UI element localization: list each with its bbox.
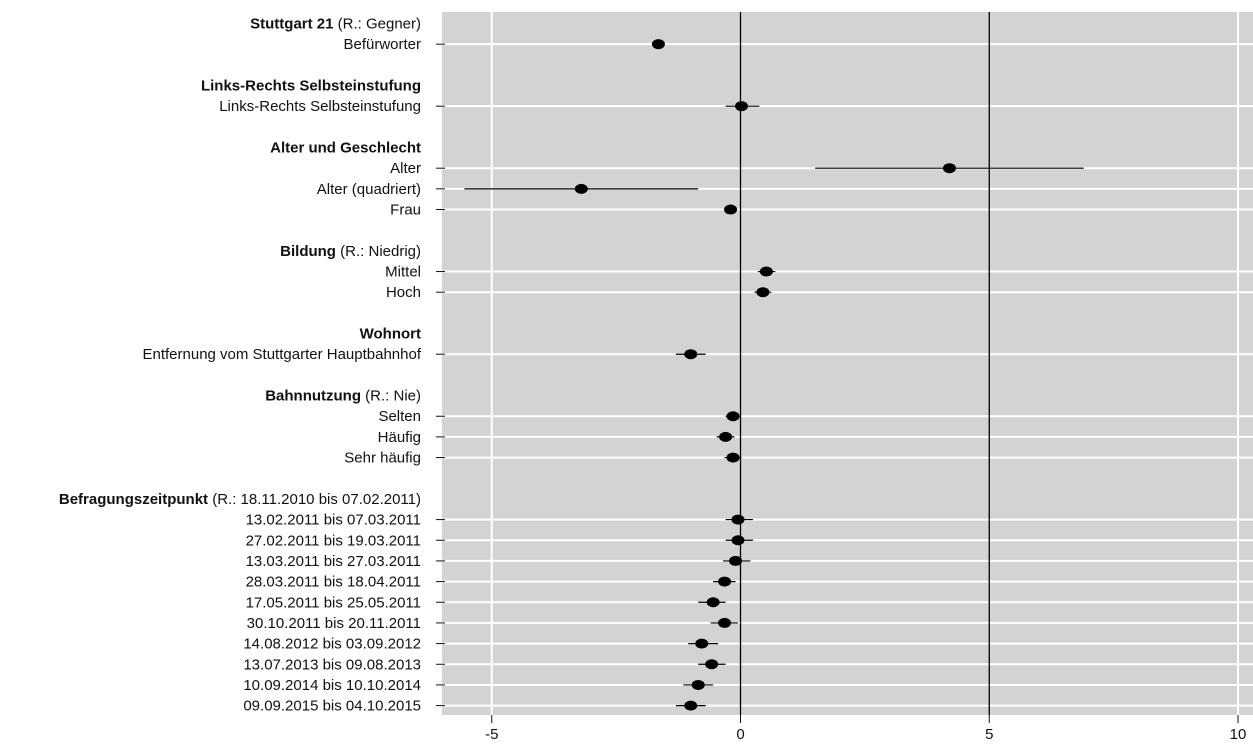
x-tick-label--5: -5 xyxy=(485,726,498,743)
group-header-bold: Bildung xyxy=(280,243,336,260)
point-estimate-6-5 xyxy=(718,617,732,628)
row-label-0-0: Befürworter xyxy=(343,36,421,53)
point-estimate-2-2 xyxy=(724,204,738,215)
point-estimate-1-0 xyxy=(734,101,748,112)
row-label-6-6: 14.08.2012 bis 03.09.2012 xyxy=(243,636,421,653)
point-estimate-5-0 xyxy=(726,411,740,422)
row-label-6-0: 13.02.2011 bis 07.03.2011 xyxy=(246,512,421,529)
row-label-2-1: Alter (quadriert) xyxy=(317,181,421,198)
group-header-5: Bahnnutzung (R.: Nie) xyxy=(265,388,421,405)
group-header-bold: Links-Rechts Selbsteinstufung xyxy=(201,78,421,95)
group-header-2: Alter und Geschlecht xyxy=(270,140,421,157)
group-header-note: (R.: Nie) xyxy=(361,388,421,405)
group-header-note: (R.: Gegner) xyxy=(333,16,421,33)
row-label-1-0: Links-Rechts Selbsteinstufung xyxy=(219,98,421,115)
point-estimate-5-1 xyxy=(719,431,733,442)
x-tick-label-5: 5 xyxy=(985,726,993,743)
group-header-note: (R.: 18.11.2010 bis 07.02.2011) xyxy=(208,491,421,508)
row-label-3-0: Mittel xyxy=(385,264,421,281)
point-estimate-6-9 xyxy=(684,700,698,711)
point-estimate-6-3 xyxy=(718,576,732,587)
point-estimate-6-0 xyxy=(731,514,745,525)
row-label-6-8: 10.09.2014 bis 10.10.2014 xyxy=(243,677,421,694)
point-estimate-6-7 xyxy=(705,659,719,670)
group-header-note: (R.: Niedrig) xyxy=(336,243,421,260)
group-header-3: Bildung (R.: Niedrig) xyxy=(280,243,421,260)
group-header-bold: Alter und Geschlecht xyxy=(270,140,421,157)
group-header-bold: Stuttgart 21 xyxy=(250,16,333,33)
row-label-6-1: 27.02.2011 bis 19.03.2011 xyxy=(246,532,421,549)
row-label-4-0: Entfernung vom Stuttgarter Hauptbahnhof xyxy=(142,346,421,363)
row-label-6-5: 30.10.2011 bis 20.11.2011 xyxy=(247,615,421,632)
point-estimate-2-0 xyxy=(942,163,956,174)
data-marks xyxy=(464,39,1084,711)
row-label-3-1: Hoch xyxy=(386,284,421,301)
point-estimate-3-0 xyxy=(759,266,773,277)
row-label-2-0: Alter xyxy=(390,160,421,177)
point-estimate-0-0 xyxy=(651,39,665,50)
group-header-6: Befragungszeitpunkt (R.: 18.11.2010 bis … xyxy=(59,491,421,508)
x-tick-label-0: 0 xyxy=(736,726,744,743)
row-labels: Stuttgart 21 (R.: Gegner) Befürworter Link… xyxy=(59,16,445,715)
row-label-6-9: 09.09.2015 bis 04.10.2015 xyxy=(243,698,421,715)
row-label-6-3: 28.03.2011 bis 18.04.2011 xyxy=(246,574,421,591)
x-axis: -5 0 5 10 xyxy=(485,715,1246,743)
point-estimate-5-2 xyxy=(726,452,740,463)
plot-panel xyxy=(442,12,1253,715)
group-header-bold: Wohnort xyxy=(360,326,421,343)
row-label-2-2: Frau xyxy=(390,202,421,219)
point-estimate-4-0 xyxy=(684,349,698,360)
point-estimate-6-6 xyxy=(695,638,709,649)
group-header-0: Stuttgart 21 (R.: Gegner) xyxy=(250,16,421,33)
point-estimate-6-4 xyxy=(706,597,720,608)
row-label-5-0: Selten xyxy=(378,408,421,425)
reference-lines xyxy=(739,12,990,715)
row-label-6-2: 13.03.2011 bis 27.03.2011 xyxy=(246,553,421,570)
row-label-5-1: Häufig xyxy=(378,429,421,446)
group-header-bold: Bahnnutzung xyxy=(265,388,361,405)
group-header-4: Wohnort xyxy=(360,326,421,343)
row-label-6-4: 17.05.2011 bis 25.05.2011 xyxy=(246,594,421,611)
row-label-6-7: 13.07.2013 bis 09.08.2013 xyxy=(243,656,421,673)
point-estimate-6-2 xyxy=(729,555,743,566)
point-estimate-6-1 xyxy=(731,535,745,546)
group-header-bold: Befragungszeitpunkt xyxy=(59,491,208,508)
point-estimate-2-1 xyxy=(574,183,588,194)
row-label-5-2: Sehr häufig xyxy=(344,450,421,467)
group-header-1: Links-Rechts Selbsteinstufung xyxy=(201,78,421,95)
point-estimate-6-8 xyxy=(691,679,705,690)
point-estimate-3-1 xyxy=(756,287,770,298)
x-tick-label-10: 10 xyxy=(1230,726,1247,743)
